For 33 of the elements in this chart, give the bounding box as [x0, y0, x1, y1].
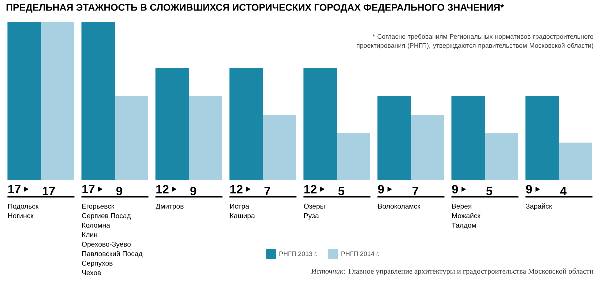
data-label: 17 [42, 187, 56, 196]
data-label: 12 [304, 185, 317, 194]
bar [411, 114, 444, 180]
bar [452, 96, 485, 180]
bar [526, 96, 559, 180]
data-label: 9 [116, 187, 122, 196]
bar [156, 68, 189, 180]
data-label: 12 [230, 185, 243, 194]
data-label: 9 [378, 185, 384, 194]
data-label: 7 [412, 187, 418, 196]
data-label: 5 [338, 187, 345, 196]
bar [484, 134, 518, 180]
bar [304, 68, 337, 180]
data-label: 17 [82, 185, 95, 194]
data-label: 12 [156, 185, 169, 194]
bar [378, 96, 411, 180]
bar [558, 142, 592, 180]
bar [41, 22, 74, 180]
bar [230, 68, 263, 180]
bar [189, 96, 222, 180]
chart-title: ПРЕДЕЛЬНАЯ ЭТАЖНОСТЬ В СЛОЖИВШИХСЯ ИСТОРИЧЕСКИХ ГОРОДАХ ФЕДЕРАЛЬНОГО ЗНАЧЕНИЯ* [6, 4, 504, 13]
bar [337, 134, 370, 180]
bar [115, 96, 148, 180]
data-label: 9 [190, 187, 196, 196]
data-label: 9 [526, 185, 532, 194]
bar [8, 22, 42, 180]
bar [263, 114, 296, 180]
data-label: 17 [8, 185, 21, 194]
data-label: 5 [486, 187, 493, 196]
data-label: 4 [560, 187, 567, 196]
data-label: 9 [452, 185, 458, 194]
data-label: 7 [264, 187, 270, 196]
bar [82, 22, 115, 180]
